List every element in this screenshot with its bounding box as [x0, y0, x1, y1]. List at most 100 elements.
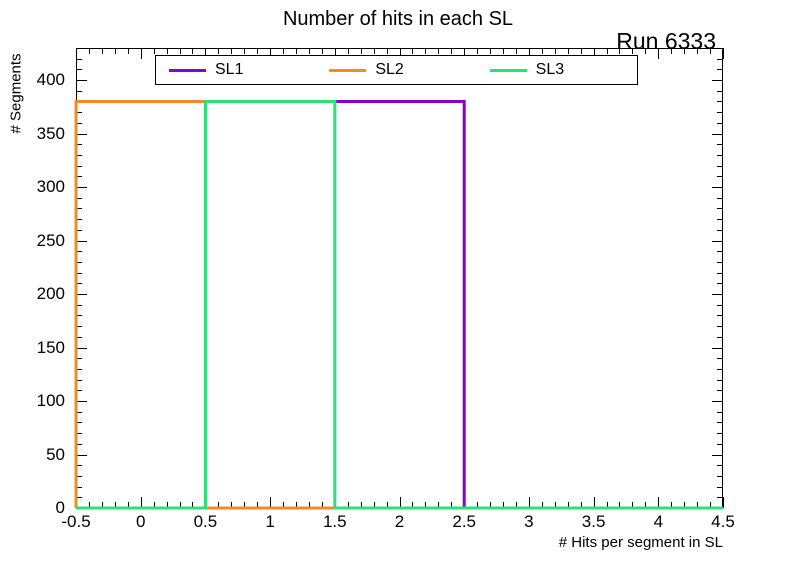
y-tick-major-right [712, 294, 723, 296]
x-tick-major [593, 497, 595, 508]
y-tick-minor-right [717, 154, 723, 156]
x-tick-major [334, 497, 336, 508]
y-tick-major-right [712, 187, 723, 189]
y-tick-label: 400 [36, 70, 65, 90]
x-tick-minor-top [619, 48, 621, 54]
x-tick-minor [684, 502, 686, 508]
x-tick-major [140, 497, 142, 508]
y-tick-minor-right [717, 368, 723, 370]
x-tick-minor-top [645, 48, 647, 54]
x-tick-minor [192, 502, 194, 508]
x-tick-minor [88, 502, 90, 508]
y-tick-minor [76, 326, 82, 328]
y-tick-minor-right [717, 422, 723, 424]
x-tick-major-top [399, 48, 401, 59]
x-tick-minor [451, 502, 453, 508]
y-tick-minor-right [717, 197, 723, 199]
x-tick-minor-top [373, 48, 375, 54]
legend-entry[interactable]: SL1 [156, 61, 316, 79]
x-tick-minor [321, 502, 323, 508]
y-tick-minor-right [717, 358, 723, 360]
legend-entry[interactable]: SL3 [477, 61, 637, 79]
legend-label-sl1: SL1 [215, 61, 244, 78]
x-tick-minor [295, 502, 297, 508]
x-tick-minor-top [231, 48, 233, 54]
x-tick-minor [619, 502, 621, 508]
x-tick-minor [283, 502, 285, 508]
x-tick-major-top [723, 48, 724, 59]
y-tick-major-right [712, 401, 723, 403]
y-tick-minor [76, 368, 82, 370]
legend-label-sl2: SL2 [375, 61, 404, 78]
x-tick-minor-top [554, 48, 556, 54]
x-tick-minor [114, 502, 116, 508]
x-tick-label: 2 [394, 512, 405, 531]
y-tick-minor [76, 261, 82, 263]
x-tick-major [399, 497, 401, 508]
y-tick-minor [76, 304, 82, 306]
legend-swatch-sl3 [489, 68, 527, 72]
x-tick-major [723, 497, 724, 508]
x-tick-minor-top [710, 48, 712, 54]
y-tick-minor [76, 219, 82, 221]
y-tick-minor-right [717, 261, 723, 263]
x-tick-minor [166, 502, 168, 508]
legend-entry[interactable]: SL2 [316, 61, 476, 79]
y-tick-major [76, 294, 87, 296]
y-tick-major-right [712, 347, 723, 349]
x-tick-minor [127, 502, 129, 508]
y-tick-minor-right [717, 176, 723, 178]
y-tick-major [76, 508, 87, 509]
x-tick-major-top [528, 48, 530, 59]
x-tick-minor [101, 502, 103, 508]
y-tick-minor [76, 336, 82, 338]
y-tick-minor-right [717, 90, 723, 92]
x-tick-minor [580, 502, 582, 508]
y-tick-minor [76, 443, 82, 445]
y-tick-label: 200 [36, 284, 65, 304]
x-tick-minor [671, 502, 673, 508]
x-tick-minor-top [386, 48, 388, 54]
x-tick-minor [477, 502, 479, 508]
y-tick-minor-right [717, 58, 723, 60]
y-tick-minor-right [717, 336, 723, 338]
y-tick-minor [76, 272, 82, 274]
y-tick-minor [76, 465, 82, 467]
x-tick-minor-top [684, 48, 686, 54]
y-tick-minor [76, 251, 82, 253]
x-tick-minor-top [425, 48, 427, 54]
x-tick-major-top [593, 48, 595, 59]
x-tick-minor-top [308, 48, 310, 54]
x-tick-label: 4.5 [711, 512, 735, 531]
x-tick-label: -0.5 [61, 512, 91, 531]
x-tick-minor-top [632, 48, 634, 54]
plot-frame [76, 48, 723, 508]
x-tick-minor-top [360, 48, 362, 54]
x-tick-minor-top [580, 48, 582, 54]
x-tick-minor-top [451, 48, 453, 54]
x-tick-minor [710, 502, 712, 508]
x-tick-minor-top [697, 48, 699, 54]
x-tick-minor [244, 502, 246, 508]
y-tick-minor-right [717, 326, 723, 328]
x-tick-minor [645, 502, 647, 508]
y-tick-minor-right [717, 465, 723, 467]
x-tick-minor [257, 502, 259, 508]
y-tick-minor [76, 379, 82, 381]
y-tick-minor [76, 144, 82, 146]
x-tick-label: 1 [265, 512, 275, 531]
y-tick-minor-right [717, 112, 723, 114]
x-tick-minor [503, 502, 505, 508]
y-tick-major-right [712, 508, 723, 509]
y-tick-minor-right [717, 486, 723, 488]
x-tick-label: 0 [135, 512, 146, 531]
y-tick-minor [76, 90, 82, 92]
x-tick-major-top [464, 48, 466, 59]
y-tick-major [76, 133, 87, 135]
y-tick-minor-right [717, 497, 723, 499]
x-tick-major [658, 497, 660, 508]
y-tick-minor [76, 58, 82, 60]
x-tick-minor [347, 502, 349, 508]
y-tick-minor-right [717, 229, 723, 231]
x-tick-major-top [205, 48, 207, 59]
